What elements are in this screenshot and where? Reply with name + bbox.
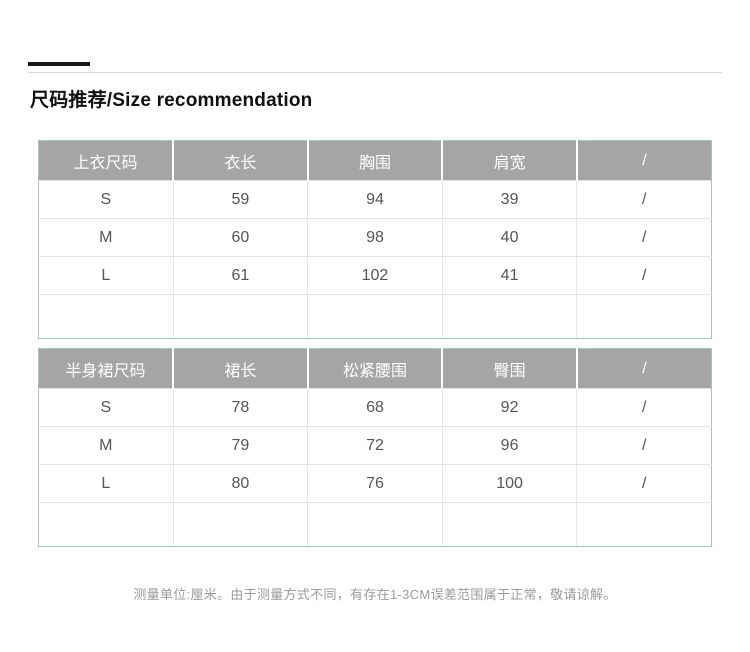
table-cell: 92 <box>441 388 578 427</box>
header-cell-shoulder: 肩宽 <box>442 140 578 181</box>
table-cell: 76 <box>307 464 443 503</box>
table-cell: 98 <box>307 218 443 257</box>
table-cell: L <box>38 256 174 295</box>
accent-bar <box>28 62 90 66</box>
header-cell-slash: / <box>576 348 712 389</box>
skirt-size-table: 半身裙尺码 裙长 松紧腰围 臀围 / S 78 68 92 / M 79 72 … <box>38 348 712 547</box>
table-cell: 60 <box>172 218 309 257</box>
header-cell-bust: 胸围 <box>307 140 444 181</box>
table-cell: / <box>576 464 712 503</box>
table-cell: / <box>576 426 712 465</box>
table-cell <box>307 294 443 339</box>
table-cell: / <box>576 388 712 427</box>
table-cell: 61 <box>172 256 309 295</box>
header-cell-hip: 臀围 <box>442 348 578 389</box>
table-cell <box>441 294 578 339</box>
table-cell: 102 <box>307 256 443 295</box>
table-cell <box>38 502 174 547</box>
table-row-empty <box>38 294 712 339</box>
measurement-note: 测量单位:厘米。由于测量方式不同，有存在1-3CM误差范围属于正常，敬请谅解。 <box>133 587 617 602</box>
table-cell <box>307 502 443 547</box>
table-cell: 41 <box>441 256 578 295</box>
table-cell: 100 <box>441 464 578 503</box>
table-row: S 78 68 92 / <box>38 388 712 427</box>
top-size-table: 上衣尺码 衣长 胸围 肩宽 / S 59 94 39 / M 60 98 40 … <box>38 140 712 339</box>
table-cell: / <box>576 180 712 219</box>
skirt-table-header-row: 半身裙尺码 裙长 松紧腰围 臀围 / <box>38 348 712 389</box>
table-cell: L <box>38 464 174 503</box>
top-table-header-row: 上衣尺码 衣长 胸围 肩宽 / <box>38 140 712 181</box>
table-cell: 80 <box>172 464 309 503</box>
table-cell: 68 <box>307 388 443 427</box>
table-row: L 61 102 41 / <box>38 256 712 295</box>
table-cell: 94 <box>307 180 443 219</box>
header-cell-skirt-size: 半身裙尺码 <box>38 348 175 389</box>
table-row: M 60 98 40 / <box>38 218 712 257</box>
table-cell: / <box>576 256 712 295</box>
table-cell: 96 <box>441 426 578 465</box>
table-cell <box>172 294 309 339</box>
header-cell-top-size: 上衣尺码 <box>38 140 175 181</box>
header-cell-garment-length: 衣长 <box>173 140 309 181</box>
table-row: L 80 76 100 / <box>38 464 712 503</box>
table-row: S 59 94 39 / <box>38 180 712 219</box>
table-cell: 78 <box>172 388 309 427</box>
table-cell: M <box>38 426 174 465</box>
page-title: 尺码推荐/Size recommendation <box>30 90 313 111</box>
table-row-empty <box>38 502 712 547</box>
title-divider <box>28 72 722 73</box>
table-cell: 59 <box>172 180 309 219</box>
table-cell: M <box>38 218 174 257</box>
header-cell-slash: / <box>576 140 712 181</box>
table-cell: 72 <box>307 426 443 465</box>
table-cell: S <box>38 388 174 427</box>
table-cell: 40 <box>441 218 578 257</box>
table-cell: 39 <box>441 180 578 219</box>
table-cell: S <box>38 180 174 219</box>
table-cell <box>576 502 712 547</box>
table-cell <box>38 294 174 339</box>
table-cell: 79 <box>172 426 309 465</box>
table-cell: / <box>576 218 712 257</box>
table-cell <box>172 502 309 547</box>
header-cell-skirt-length: 裙长 <box>173 348 309 389</box>
table-row: M 79 72 96 / <box>38 426 712 465</box>
table-cell <box>441 502 578 547</box>
table-cell <box>576 294 712 339</box>
header-cell-elastic-waist: 松紧腰围 <box>307 348 444 389</box>
